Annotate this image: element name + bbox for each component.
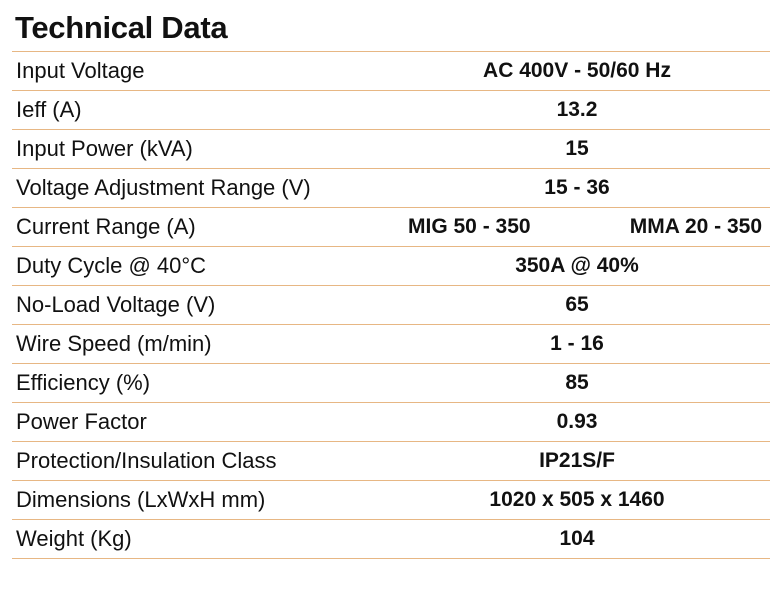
row-label: Weight (Kg): [16, 526, 132, 551]
row-value: 1 - 16: [550, 332, 604, 355]
table-row-dimensions: Dimensions (LxWxH mm) 1020 x 505 x 1460: [12, 481, 770, 520]
mig-current-range-value: MIG 50 - 350: [408, 215, 531, 238]
row-value: 13.2: [556, 98, 598, 121]
row-value: IP21S/F: [539, 449, 615, 472]
row-label: Duty Cycle @ 40°C: [16, 253, 207, 278]
row-label: Dimensions (LxWxH mm): [16, 487, 266, 512]
page-title: Technical Data: [15, 10, 228, 45]
table-row-power-factor: Power Factor 0.93: [12, 403, 770, 442]
row-label: Ieff (A): [16, 97, 82, 122]
row-value: 15 - 36: [544, 176, 610, 199]
row-value: 15: [565, 137, 589, 160]
table-row-ieff: Ieff (A) 13.2: [12, 91, 770, 130]
table-row-efficiency: Efficiency (%) 85: [12, 364, 770, 403]
table-row-wire-speed: Wire Speed (m/min) 1 - 16: [12, 325, 770, 364]
table-row-duty-cycle: Duty Cycle @ 40°C 350A @ 40%: [12, 247, 770, 286]
row-label: No-Load Voltage (V): [16, 292, 216, 317]
technical-data-table: Input Voltage AC 400V - 50/60 Hz Ieff (A…: [12, 51, 770, 559]
row-value: 350A @ 40%: [515, 254, 639, 277]
table-row-input-power: Input Power (kVA) 15: [12, 130, 770, 169]
row-label: Input Power (kVA): [16, 136, 193, 161]
row-value: 0.93: [556, 410, 598, 433]
table-row-no-load-voltage: No-Load Voltage (V) 65: [12, 286, 770, 325]
row-label: Input Voltage: [16, 58, 145, 83]
row-label: Current Range (A): [16, 214, 196, 239]
row-label: Efficiency (%): [16, 370, 151, 395]
row-label: Protection/Insulation Class: [16, 448, 277, 473]
row-label: Power Factor: [16, 409, 147, 434]
current-range-values: MIG 50 - 350 MMA 20 - 350: [384, 215, 770, 239]
table-row-voltage-adjustment-range: Voltage Adjustment Range (V) 15 - 36: [12, 169, 770, 208]
row-value: 1020 x 505 x 1460: [489, 488, 665, 511]
row-value: 65: [565, 293, 589, 316]
mma-current-range-value: MMA 20 - 350: [629, 215, 762, 238]
row-value: 85: [565, 371, 589, 394]
row-label: Voltage Adjustment Range (V): [16, 175, 311, 200]
table-row-current-range: Current Range (A) MIG 50 - 350 MMA 20 - …: [12, 208, 770, 247]
row-value: AC 400V - 50/60 Hz: [483, 59, 671, 82]
table-row-protection-class: Protection/Insulation Class IP21S/F: [12, 442, 770, 481]
table-row-weight: Weight (Kg) 104: [12, 520, 770, 559]
row-value: 104: [559, 527, 595, 550]
row-label: Wire Speed (m/min): [16, 331, 212, 356]
table-row-input-voltage: Input Voltage AC 400V - 50/60 Hz: [12, 52, 770, 91]
